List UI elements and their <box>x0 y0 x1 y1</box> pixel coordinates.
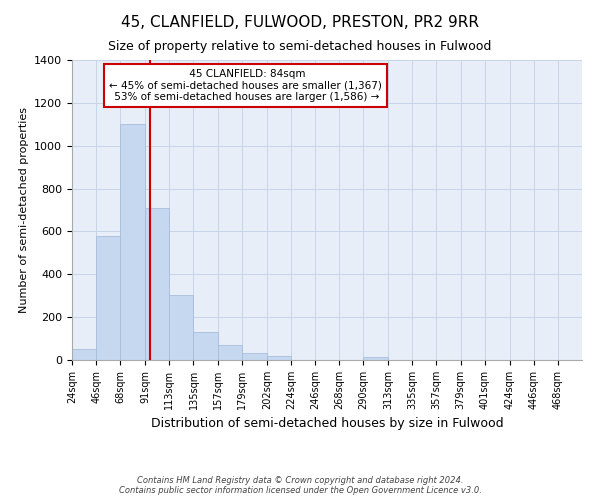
Bar <box>145 208 169 360</box>
Bar <box>267 356 291 360</box>
Text: Size of property relative to semi-detached houses in Fulwood: Size of property relative to semi-detach… <box>109 40 491 53</box>
Bar <box>169 294 193 360</box>
Text: Contains HM Land Registry data © Crown copyright and database right 2024.
Contai: Contains HM Land Registry data © Crown c… <box>119 476 481 495</box>
Bar <box>72 350 96 360</box>
Bar <box>242 352 267 360</box>
X-axis label: Distribution of semi-detached houses by size in Fulwood: Distribution of semi-detached houses by … <box>151 418 503 430</box>
Bar <box>193 332 218 360</box>
Y-axis label: Number of semi-detached properties: Number of semi-detached properties <box>19 107 29 313</box>
Bar <box>218 345 242 360</box>
Text: 45, CLANFIELD, FULWOOD, PRESTON, PR2 9RR: 45, CLANFIELD, FULWOOD, PRESTON, PR2 9RR <box>121 15 479 30</box>
Bar <box>120 124 145 360</box>
Bar <box>96 236 120 360</box>
Bar <box>363 357 388 360</box>
Text: 45 CLANFIELD: 84sqm
← 45% of semi-detached houses are smaller (1,367)
 53% of se: 45 CLANFIELD: 84sqm ← 45% of semi-detach… <box>109 69 382 102</box>
